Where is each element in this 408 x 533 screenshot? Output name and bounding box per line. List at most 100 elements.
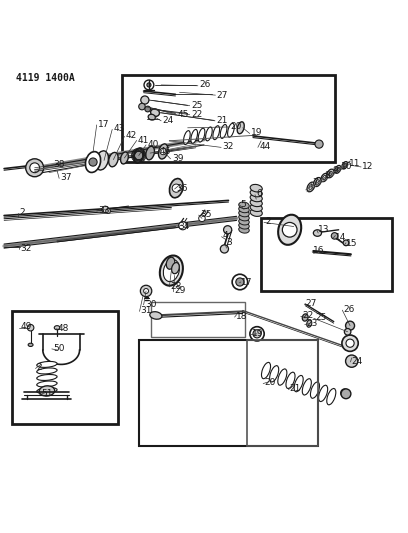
Ellipse shape	[148, 114, 155, 120]
Circle shape	[106, 208, 111, 213]
Ellipse shape	[310, 382, 319, 398]
Bar	[139, 340, 318, 446]
Text: 2: 2	[20, 208, 25, 217]
Text: 45: 45	[177, 110, 189, 119]
Ellipse shape	[37, 375, 57, 381]
Ellipse shape	[250, 327, 264, 341]
Circle shape	[315, 140, 323, 148]
Ellipse shape	[163, 260, 180, 281]
Ellipse shape	[302, 314, 308, 321]
Text: 44: 44	[259, 142, 271, 151]
Ellipse shape	[85, 151, 101, 173]
Circle shape	[30, 163, 40, 173]
Text: 28: 28	[171, 281, 182, 290]
Text: 32: 32	[222, 142, 234, 151]
Text: 24: 24	[162, 116, 174, 125]
Text: 29: 29	[175, 286, 186, 295]
Text: 24: 24	[352, 357, 363, 366]
Bar	[261, 217, 392, 291]
Circle shape	[139, 103, 145, 110]
Text: 11: 11	[349, 159, 360, 168]
Text: 16: 16	[313, 246, 325, 255]
Bar	[12, 311, 118, 424]
Ellipse shape	[327, 389, 336, 405]
Text: 27: 27	[305, 298, 317, 308]
Ellipse shape	[37, 361, 57, 367]
Text: 17: 17	[241, 278, 252, 287]
Text: 37: 37	[60, 173, 72, 182]
Ellipse shape	[37, 368, 57, 374]
Circle shape	[346, 355, 358, 367]
Ellipse shape	[239, 210, 249, 217]
Ellipse shape	[250, 189, 262, 197]
Ellipse shape	[323, 175, 326, 180]
Circle shape	[282, 222, 297, 237]
Ellipse shape	[37, 387, 57, 393]
Ellipse shape	[198, 128, 205, 142]
Circle shape	[224, 225, 232, 234]
Ellipse shape	[220, 125, 227, 139]
Ellipse shape	[341, 389, 349, 397]
Text: 46: 46	[160, 147, 171, 156]
Ellipse shape	[315, 180, 319, 184]
Circle shape	[147, 83, 151, 87]
Text: 12: 12	[362, 161, 374, 171]
Text: 38: 38	[53, 160, 64, 169]
Text: 26: 26	[199, 80, 211, 90]
Text: 35: 35	[200, 210, 211, 219]
Ellipse shape	[151, 109, 160, 116]
Text: 48: 48	[57, 324, 69, 333]
Ellipse shape	[172, 263, 179, 274]
Circle shape	[144, 80, 154, 90]
Text: 2: 2	[37, 363, 42, 372]
Text: 18: 18	[236, 312, 247, 321]
Text: 21: 21	[290, 384, 301, 393]
Text: 9: 9	[333, 166, 338, 175]
Circle shape	[27, 325, 34, 331]
Text: 8: 8	[324, 172, 330, 181]
Ellipse shape	[343, 164, 346, 167]
Circle shape	[89, 158, 97, 166]
Text: 10: 10	[341, 162, 352, 171]
Ellipse shape	[120, 152, 129, 164]
Ellipse shape	[336, 167, 339, 172]
Ellipse shape	[232, 274, 248, 290]
Text: 20: 20	[231, 122, 242, 131]
Text: 20: 20	[264, 378, 276, 387]
Ellipse shape	[239, 227, 249, 233]
Ellipse shape	[313, 230, 322, 236]
Text: 51: 51	[41, 389, 52, 398]
Text: 14: 14	[335, 232, 346, 241]
Ellipse shape	[302, 379, 311, 395]
Text: 3: 3	[226, 238, 232, 247]
Circle shape	[172, 184, 180, 192]
Circle shape	[220, 245, 228, 253]
Ellipse shape	[95, 151, 109, 170]
Text: 33: 33	[98, 206, 109, 215]
Text: 25: 25	[191, 101, 202, 110]
Text: 32: 32	[20, 244, 32, 253]
Ellipse shape	[262, 362, 271, 378]
Circle shape	[140, 285, 152, 297]
Text: 13: 13	[318, 225, 330, 235]
Ellipse shape	[314, 177, 321, 187]
Ellipse shape	[184, 131, 190, 144]
Ellipse shape	[278, 369, 287, 385]
Circle shape	[199, 215, 205, 222]
Ellipse shape	[321, 173, 328, 182]
Circle shape	[145, 106, 151, 112]
Ellipse shape	[250, 204, 262, 212]
Ellipse shape	[286, 372, 295, 389]
Text: 34: 34	[179, 222, 190, 231]
Text: 40: 40	[148, 140, 159, 149]
Ellipse shape	[270, 366, 279, 382]
Ellipse shape	[134, 148, 144, 163]
Text: 2: 2	[265, 217, 271, 226]
Ellipse shape	[39, 386, 55, 396]
Ellipse shape	[239, 202, 249, 208]
Ellipse shape	[213, 126, 220, 140]
Circle shape	[236, 278, 244, 286]
Ellipse shape	[28, 343, 33, 346]
Ellipse shape	[309, 184, 313, 189]
Ellipse shape	[307, 182, 315, 192]
